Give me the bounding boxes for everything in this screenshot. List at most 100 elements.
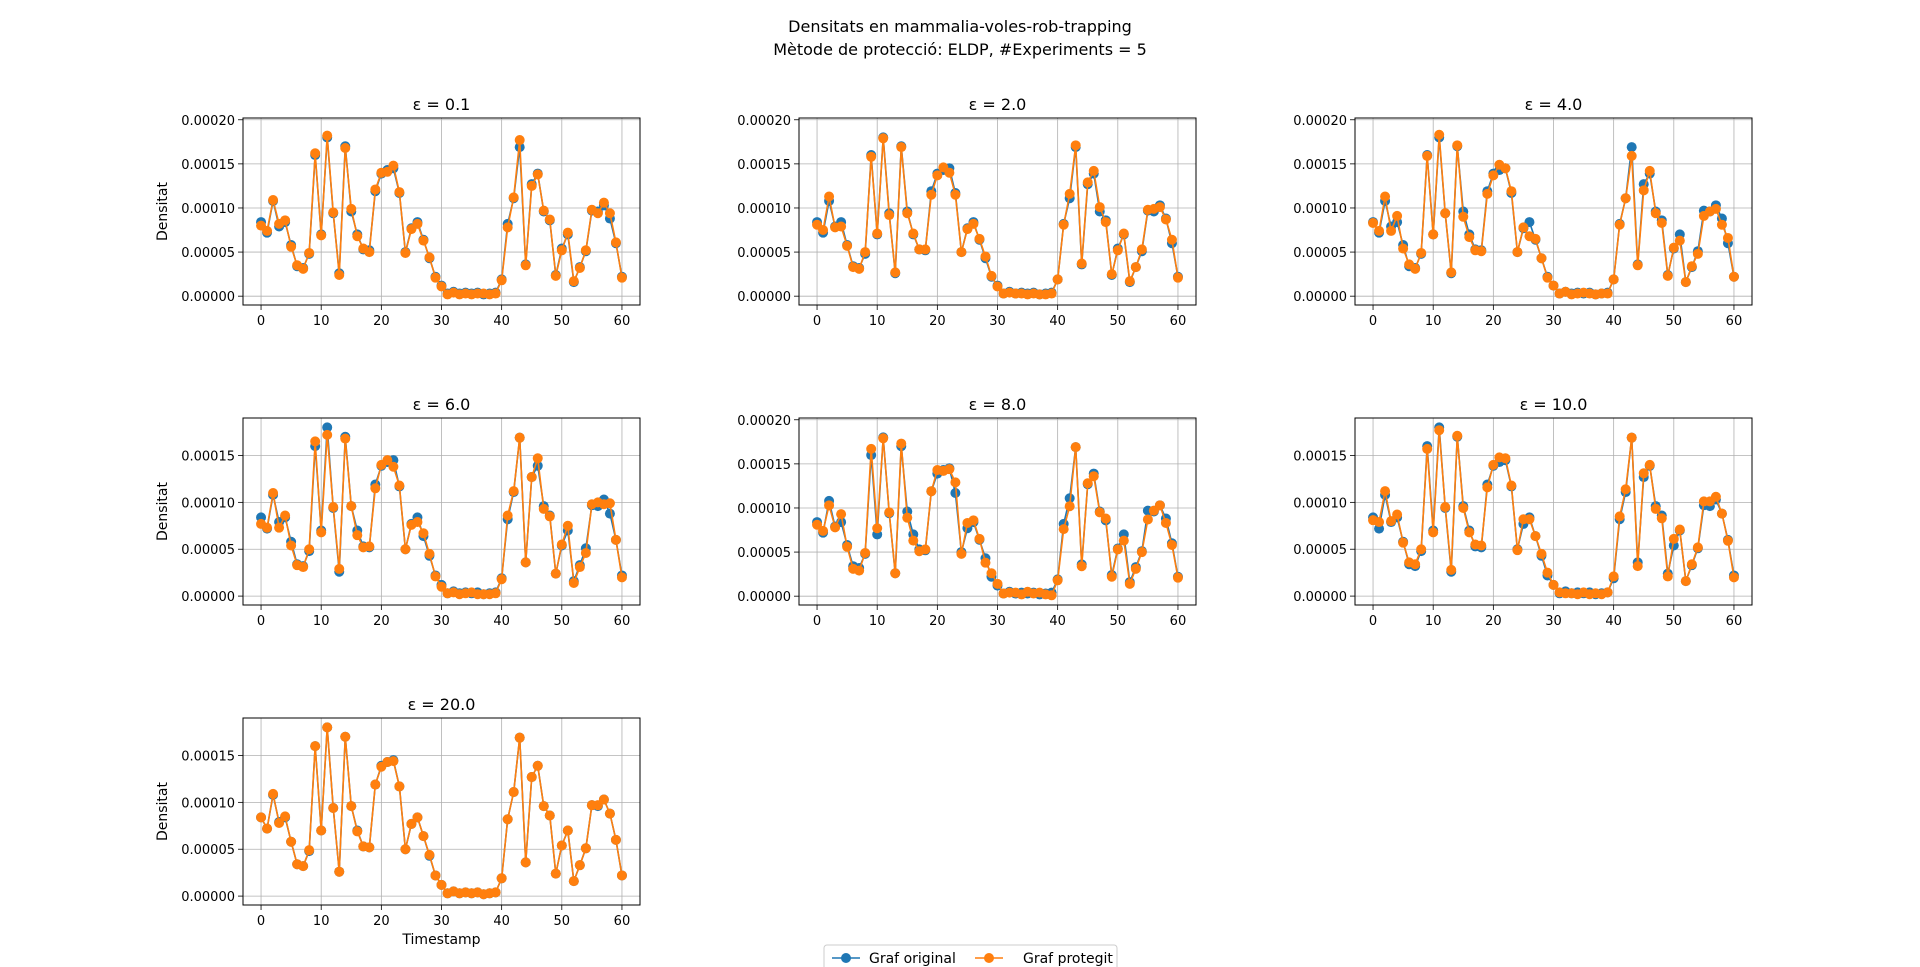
data-point <box>926 189 937 200</box>
data-point <box>1632 260 1643 271</box>
data-point <box>400 844 411 855</box>
x-tick-label: 10 <box>313 914 330 929</box>
data-point <box>950 487 961 498</box>
data-point <box>896 438 907 449</box>
data-point <box>580 843 591 854</box>
x-tick-label: 60 <box>1726 614 1743 629</box>
data-point <box>274 522 285 533</box>
data-point <box>1638 185 1649 196</box>
y-tick-label: 0.00005 <box>1293 543 1347 558</box>
x-tick-label: 30 <box>433 614 450 629</box>
data-point <box>1410 263 1421 274</box>
data-point <box>1542 567 1553 578</box>
data-point <box>1488 459 1499 470</box>
data-point <box>430 571 441 582</box>
data-point <box>514 732 525 743</box>
data-point <box>1118 535 1129 546</box>
data-point <box>968 515 979 526</box>
data-point <box>418 528 429 539</box>
data-point <box>1692 542 1703 553</box>
subplot: 0 10 20 30 40 50 60 0.00000 0.00005 0.00010 0.0001… <box>155 695 641 948</box>
data-point <box>562 520 573 531</box>
y-tick-label: 0.00010 <box>737 202 791 217</box>
y-tick-label: 0.00010 <box>1293 496 1347 511</box>
data-point <box>1094 202 1105 213</box>
data-point <box>896 142 907 153</box>
data-point <box>310 741 321 752</box>
data-point <box>412 218 423 229</box>
data-point <box>388 461 399 472</box>
axes-frame <box>798 417 1197 606</box>
data-point <box>520 857 531 868</box>
data-point <box>1536 253 1547 264</box>
legend-marker-protected <box>984 953 994 963</box>
data-point <box>490 288 501 299</box>
data-point <box>262 823 273 834</box>
data-point <box>812 519 823 530</box>
y-tick-label: 0.00005 <box>1293 246 1347 261</box>
data-point <box>1428 229 1439 240</box>
x-tick-label: 40 <box>1049 314 1066 329</box>
y-axis-label: Densitat <box>155 181 171 241</box>
y-tick-label: 0.00005 <box>181 543 235 558</box>
x-tick-label: 0 <box>813 314 821 329</box>
subplot-title: ε = 10.0 <box>1520 395 1588 414</box>
data-point <box>526 472 537 483</box>
data-point <box>1076 258 1087 269</box>
data-point <box>1154 202 1165 213</box>
data-point <box>1506 186 1517 197</box>
data-point <box>1458 211 1469 222</box>
data-point <box>1476 246 1487 257</box>
data-point <box>274 817 285 828</box>
data-point <box>430 870 441 881</box>
data-point <box>1512 247 1523 258</box>
data-point <box>1446 564 1457 575</box>
data-point <box>1094 507 1105 518</box>
data-point <box>514 135 525 146</box>
y-tick-label: 0.00010 <box>181 496 235 511</box>
data-point <box>508 486 519 497</box>
data-point <box>1172 272 1183 283</box>
data-point <box>352 530 363 541</box>
data-point <box>538 205 549 216</box>
data-point <box>1052 575 1063 586</box>
data-point <box>1506 480 1517 491</box>
y-tick-label: 0.00015 <box>737 458 791 473</box>
data-point <box>574 860 585 871</box>
data-point <box>592 208 603 219</box>
data-point <box>550 568 561 579</box>
data-point <box>854 263 865 274</box>
data-point <box>1452 140 1463 151</box>
y-tick-label: 0.00015 <box>1293 449 1347 464</box>
data-point <box>1482 482 1493 493</box>
data-point <box>1130 262 1141 273</box>
data-point <box>1082 478 1093 489</box>
data-point <box>556 539 567 550</box>
data-point <box>526 180 537 191</box>
data-point <box>920 544 931 555</box>
data-point <box>1064 188 1075 199</box>
subplot-title: ε = 6.0 <box>413 395 471 414</box>
data-point <box>1602 288 1613 299</box>
data-point <box>340 433 351 444</box>
y-tick-label: 0.00015 <box>737 158 791 173</box>
x-tick-label: 0 <box>813 614 821 629</box>
data-point <box>950 189 961 200</box>
y-tick-label: 0.00015 <box>181 158 235 173</box>
data-point <box>604 208 615 219</box>
data-point <box>610 534 621 545</box>
x-tick-label: 10 <box>869 314 886 329</box>
subplot: 0 10 20 30 40 50 60 0.00000 0.00005 0.00010 0.0001… <box>155 95 641 329</box>
data-point <box>1398 537 1409 548</box>
legend-marker-original <box>841 953 851 963</box>
data-point <box>890 267 901 278</box>
data-point <box>298 861 309 872</box>
data-point <box>1064 493 1075 504</box>
data-point <box>986 270 997 281</box>
data-point <box>1482 188 1493 199</box>
data-point <box>944 464 955 475</box>
data-point <box>1710 491 1721 502</box>
data-point <box>860 547 871 558</box>
data-point <box>842 541 853 552</box>
x-tick-label: 40 <box>493 914 510 929</box>
